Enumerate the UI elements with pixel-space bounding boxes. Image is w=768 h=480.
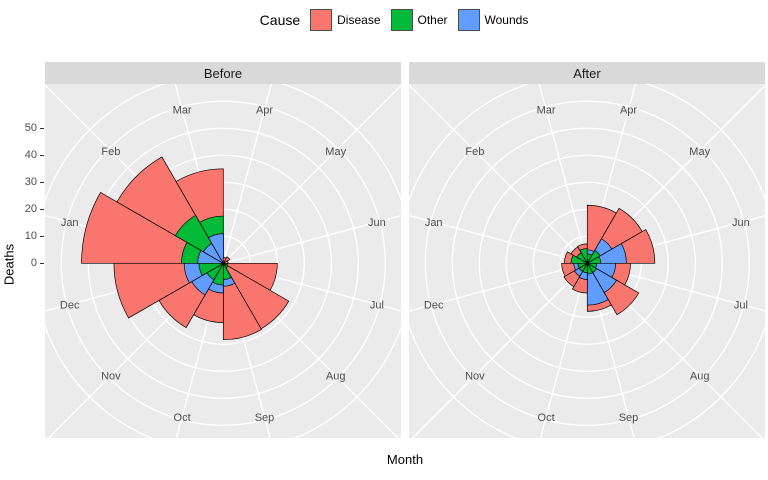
grid-spoke-Apr xyxy=(222,84,273,264)
month-label-dec: Dec xyxy=(424,299,444,311)
grid-circle-50 xyxy=(451,127,724,400)
month-label-jan: Jan xyxy=(425,217,443,229)
month-label-dec: Dec xyxy=(60,299,80,311)
month-label-may: May xyxy=(689,146,710,158)
month-label-oct: Oct xyxy=(174,412,191,424)
y-tick-mark-50 xyxy=(40,128,44,130)
grid-spoke-Nov xyxy=(411,262,588,438)
legend-entry-other: Other xyxy=(390,9,448,31)
month-label-feb: Feb xyxy=(101,146,120,158)
month-label-jun: Jun xyxy=(368,217,386,229)
legend-label-wounds: Wounds xyxy=(484,13,529,27)
panel-before: Jan Feb Mar Apr May Jun Jul Aug Sep Oct Nov Dec xyxy=(45,84,401,438)
wedge-before-may-disease xyxy=(222,256,231,265)
month-label-nov: Nov xyxy=(465,371,485,383)
panel-after: Jan Feb Mar Apr May Jun Jul Aug Sep Oct Nov Dec xyxy=(409,84,765,438)
y-tick-label-20: 20 xyxy=(24,203,37,216)
grid-spoke-Jun xyxy=(223,214,401,264)
month-label-apr: Apr xyxy=(256,105,273,117)
legend-swatch-other-icon xyxy=(390,9,413,31)
y-axis-title: Deaths xyxy=(1,243,17,286)
grid-circle-60 xyxy=(60,100,387,427)
y-tick-label-40: 40 xyxy=(24,149,37,162)
y-tick-label-0: 0 xyxy=(30,257,37,270)
legend-label-other: Other xyxy=(417,13,448,27)
y-tick-label-10: 10 xyxy=(24,230,37,243)
month-label-aug: Aug xyxy=(326,371,346,383)
grid-spoke-May xyxy=(222,84,401,264)
y-tick-mark-0 xyxy=(40,263,44,265)
x-axis-title: Month xyxy=(386,452,424,467)
month-label-may: May xyxy=(325,146,346,158)
month-label-jul: Jul xyxy=(734,299,748,311)
grid-spoke-Mar xyxy=(538,84,588,264)
y-tick-mark-40 xyxy=(40,155,44,157)
facet-strip-after: After xyxy=(409,62,765,84)
facet-strip-before: Before xyxy=(45,62,401,84)
y-tick-label-30: 30 xyxy=(24,176,37,189)
wedge-before-mar-wounds xyxy=(207,233,224,265)
legend: Cause Disease Other Wounds xyxy=(0,5,768,35)
month-label-mar: Mar xyxy=(173,105,192,117)
grid-spoke-Jul xyxy=(587,262,765,312)
y-tick-label-50: 50 xyxy=(24,122,37,135)
legend-entry-disease: Disease xyxy=(310,9,381,31)
grid-spoke-Sep xyxy=(586,263,635,438)
y-tick-mark-10 xyxy=(40,236,44,238)
month-label-sep: Sep xyxy=(619,412,639,424)
month-label-aug: Aug xyxy=(690,371,710,383)
month-label-sep: Sep xyxy=(255,412,275,424)
grid-spoke-Jan xyxy=(409,214,588,264)
wedge-after-dec-other xyxy=(577,262,589,269)
month-label-jun: Jun xyxy=(732,217,750,229)
legend-entry-wounds: Wounds xyxy=(457,9,529,31)
month-label-apr: Apr xyxy=(620,105,637,117)
month-label-jan: Jan xyxy=(61,217,79,229)
y-tick-mark-20 xyxy=(40,209,44,211)
legend-swatch-disease-icon xyxy=(310,9,333,31)
y-tick-mark-30 xyxy=(40,182,44,184)
grid-spoke-Oct xyxy=(539,263,588,438)
wedge-after-sep-wounds xyxy=(586,261,609,306)
grid-spoke-Feb xyxy=(409,84,588,264)
grid-circle-30 xyxy=(505,181,670,346)
legend-swatch-wounds-icon xyxy=(457,9,480,31)
month-label-jul: Jul xyxy=(370,299,384,311)
wedge-before-dec-other xyxy=(198,262,225,276)
month-label-oct: Oct xyxy=(538,412,555,424)
grid-circle-60 xyxy=(424,100,751,427)
month-label-mar: Mar xyxy=(537,105,556,117)
month-label-feb: Feb xyxy=(465,146,484,158)
grid-circle-40 xyxy=(478,154,697,373)
grid-spoke-Dec xyxy=(409,262,588,312)
legend-title: Cause xyxy=(259,12,301,28)
legend-label-disease: Disease xyxy=(337,13,381,27)
month-label-nov: Nov xyxy=(101,371,121,383)
